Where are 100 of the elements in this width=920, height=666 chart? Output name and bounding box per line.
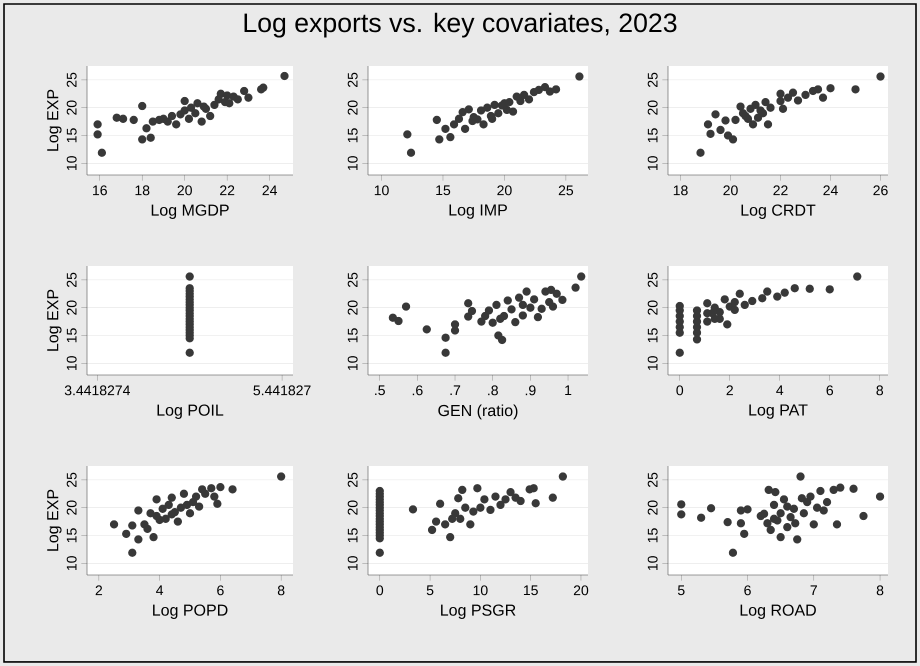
point <box>458 486 466 494</box>
x-tick-label: .7 <box>450 385 460 396</box>
point <box>836 484 844 492</box>
y-tick-label: 10 <box>66 156 77 170</box>
point <box>826 285 834 294</box>
y-tick-label: 20 <box>348 300 358 315</box>
x-tick-label: 20 <box>574 585 588 596</box>
y-tick-label: 25 <box>66 272 77 287</box>
point <box>736 102 745 111</box>
point <box>186 509 194 518</box>
point <box>783 502 792 511</box>
point <box>697 514 706 522</box>
point <box>494 109 502 118</box>
point <box>806 284 814 293</box>
point <box>704 120 712 129</box>
x-tick-label: 5 <box>678 585 685 596</box>
point <box>432 517 440 526</box>
point <box>225 99 234 108</box>
point <box>98 148 106 157</box>
point <box>194 502 204 511</box>
point <box>481 312 490 320</box>
point <box>778 104 788 113</box>
y-tick-label: 25 <box>648 472 658 487</box>
point <box>736 290 744 298</box>
point <box>776 509 785 518</box>
point <box>530 484 538 492</box>
point <box>93 130 102 139</box>
point <box>780 288 789 297</box>
x-tick-label: 22 <box>220 185 234 196</box>
point <box>770 514 778 523</box>
x-tick-label: 2 <box>96 585 102 596</box>
point <box>730 298 739 306</box>
point <box>776 96 785 106</box>
x-tick-label: 15 <box>524 585 538 596</box>
point <box>244 94 253 102</box>
point <box>558 296 567 304</box>
point <box>490 100 499 110</box>
point <box>134 506 142 515</box>
point <box>506 488 515 496</box>
x-tick-label: 3.4418274 <box>64 385 130 396</box>
y-tick-label: 25 <box>348 72 358 87</box>
point <box>441 520 450 529</box>
point <box>454 114 464 123</box>
point <box>761 98 770 106</box>
point <box>776 533 785 542</box>
point <box>796 472 805 481</box>
point <box>780 495 788 504</box>
point <box>763 519 772 528</box>
x-tick-label: 20 <box>723 185 738 196</box>
point <box>446 533 454 542</box>
y-tick-label: 25 <box>348 472 358 487</box>
point <box>394 316 403 326</box>
point <box>552 85 560 94</box>
point <box>422 325 431 334</box>
point <box>677 510 686 519</box>
point <box>790 504 798 513</box>
point <box>180 106 189 115</box>
point <box>480 495 489 504</box>
point <box>184 114 194 123</box>
point <box>435 135 444 144</box>
point <box>548 494 557 502</box>
point <box>788 88 798 97</box>
point <box>164 500 173 510</box>
x-axis-title: GEN (ratio) <box>438 404 518 420</box>
point <box>110 520 118 529</box>
y-tick-label: 20 <box>648 300 658 315</box>
point <box>210 100 219 110</box>
point <box>402 302 410 311</box>
x-tick-label: 25 <box>558 185 574 196</box>
point <box>461 504 470 512</box>
x-axis-title: Log POIL <box>158 404 224 419</box>
y-tick-label: 10 <box>348 156 358 170</box>
x-tick-label: 1 <box>565 385 572 396</box>
x-axis-title: Log MGDP <box>152 204 229 219</box>
point <box>814 85 822 94</box>
x-axis-title: Log ROAD <box>740 604 816 619</box>
point <box>764 120 772 129</box>
point <box>548 302 558 311</box>
point <box>577 272 586 281</box>
y-tick-label: 25 <box>648 72 658 87</box>
point <box>520 90 528 100</box>
point <box>731 116 740 124</box>
point <box>408 505 418 514</box>
point <box>193 99 202 108</box>
point <box>198 117 206 126</box>
point <box>876 72 885 81</box>
point <box>706 504 716 512</box>
x-tick-label: 4 <box>776 385 784 396</box>
point <box>210 492 218 501</box>
point <box>479 120 488 129</box>
point <box>458 108 467 116</box>
x-tick-label: 24 <box>823 185 838 196</box>
x-tick-label: 10 <box>474 585 488 596</box>
point <box>720 295 729 304</box>
point <box>754 114 762 122</box>
x-tick-label: 5.441827 <box>253 385 311 396</box>
point <box>728 548 738 557</box>
point <box>186 272 194 281</box>
point <box>540 82 550 92</box>
point <box>112 114 121 122</box>
